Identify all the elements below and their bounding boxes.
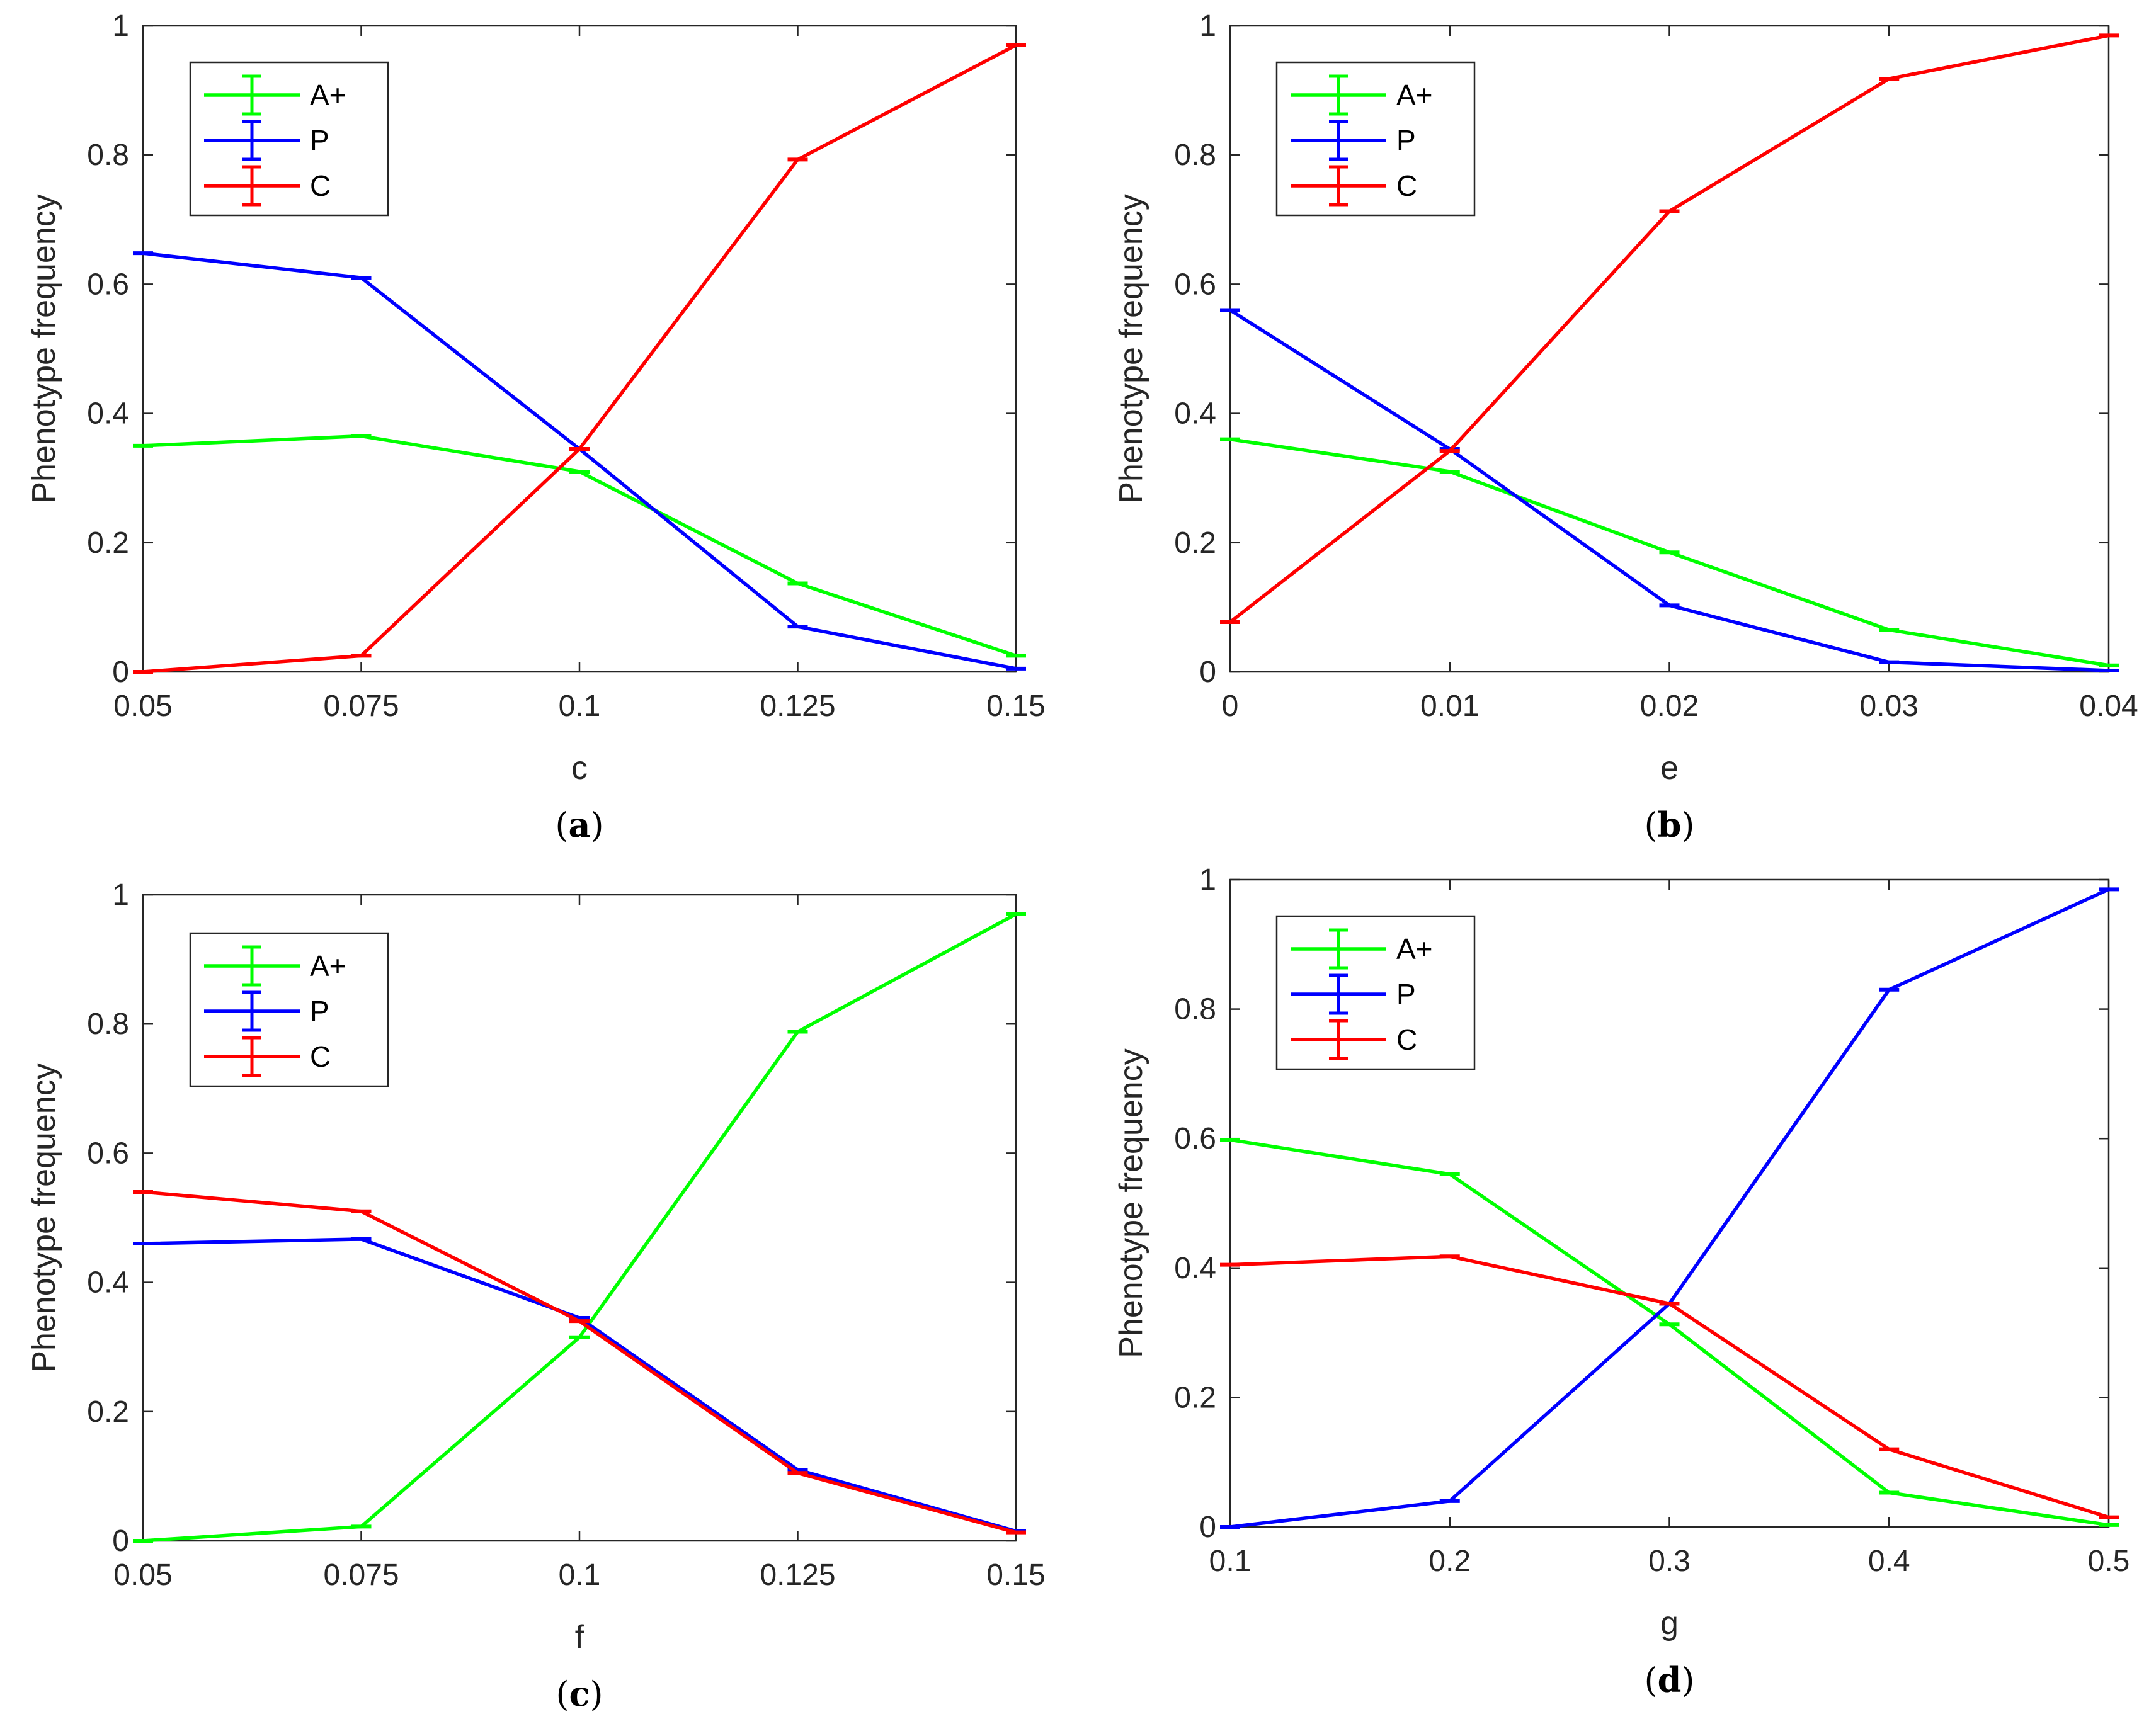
y-axis-label: Phenotype frequency — [1113, 194, 1149, 503]
series-line-p — [1229, 309, 2109, 672]
y-axis-label: Phenotype frequency — [26, 1063, 62, 1372]
y-axis-label: Phenotype frequency — [1113, 1048, 1149, 1358]
y-tick-label: 0.8 — [1174, 993, 1216, 1026]
legend-label: P — [1396, 124, 1416, 157]
x-tick-label: 0 — [1222, 689, 1239, 723]
y-tick-label: 0.8 — [87, 139, 129, 172]
legend-label: C — [1396, 169, 1417, 202]
y-tick-label: 0.4 — [87, 1266, 129, 1300]
y-tick-label: 0.6 — [1174, 1122, 1216, 1155]
x-tick-label: 0.05 — [113, 689, 172, 723]
y-tick-label: 0.8 — [87, 1007, 129, 1041]
y-tick-label: 0.2 — [87, 1395, 129, 1429]
y-tick-label: 0 — [112, 655, 129, 689]
y-tick-label: 1 — [1199, 9, 1216, 43]
x-tick-label: 0.1 — [559, 689, 601, 723]
y-tick-label: 0.8 — [1174, 139, 1216, 172]
legend: A+ PC — [189, 932, 389, 1087]
legend-label: C — [310, 1040, 331, 1073]
legend-label: C — [310, 169, 331, 202]
y-axis-label: Phenotype frequency — [26, 194, 62, 503]
y-tick-label: 0.6 — [87, 268, 129, 301]
x-axis-label: e — [1660, 750, 1679, 786]
series-line-p — [142, 1237, 1017, 1533]
legend: A+ PC — [189, 61, 389, 217]
x-tick-label: 0.4 — [1868, 1545, 1910, 1578]
series-line-c — [142, 1190, 1017, 1535]
legend-label: P — [310, 124, 329, 157]
legend-label: A+ — [1396, 933, 1433, 965]
y-tick-label: 0.4 — [87, 397, 129, 431]
legend-label: P — [1396, 978, 1416, 1011]
legend-label: P — [310, 995, 329, 1028]
x-tick-label: 0.125 — [760, 1558, 835, 1592]
y-tick-label: 1 — [1199, 863, 1216, 897]
panel-caption: (a) — [555, 805, 603, 845]
y-tick-label: 0.2 — [1174, 1381, 1216, 1414]
x-tick-label: 0.075 — [323, 1558, 399, 1592]
x-tick-label: 0.5 — [2088, 1545, 2130, 1578]
legend-label: A+ — [310, 950, 346, 982]
x-tick-label: 0.3 — [1648, 1545, 1691, 1578]
series-line-p — [142, 251, 1017, 671]
x-tick-label: 0.15 — [986, 1558, 1045, 1592]
x-axis-label: c — [571, 750, 588, 786]
y-tick-label: 0 — [1199, 655, 1216, 689]
chart-panel-b: 0 0.2 0.4 0.6 0.8 1 0 0.01 0.02 0.03 0.04 e Phenotyp… — [1113, 9, 2138, 845]
y-tick-label: 0.6 — [1174, 268, 1216, 301]
chart-panel-a: 0 0.2 0.4 0.6 0.8 1 0.05 0.075 0.1 0.125 0.15 c Phen… — [26, 9, 1046, 845]
y-tick-label: 0.6 — [87, 1137, 129, 1170]
chart-panel-c: 0 0.2 0.4 0.6 0.8 1 0.05 0.075 0.1 0.125 0.15 f Phen… — [26, 878, 1046, 1714]
y-tick-label: 0 — [1199, 1511, 1216, 1544]
y-tick-label: 0.4 — [1174, 1252, 1216, 1285]
x-axis-label: g — [1660, 1605, 1679, 1642]
series-line-aplus — [1229, 1138, 2109, 1527]
legend-label: A+ — [1396, 79, 1433, 111]
x-tick-label: 0.03 — [1860, 689, 1919, 723]
y-tick-label: 1 — [112, 878, 129, 912]
x-tick-label: 0.04 — [2079, 689, 2138, 723]
chart-panel-d: 0 0.2 0.4 0.6 0.8 1 0.1 0.2 0.3 0.4 0.5 g Phenotype … — [1113, 863, 2130, 1700]
legend: A+ PC — [1275, 61, 1476, 217]
y-tick-label: 0.2 — [1174, 526, 1216, 560]
legend-label: C — [1396, 1023, 1417, 1056]
x-tick-label: 0.1 — [559, 1558, 601, 1592]
y-tick-label: 0 — [112, 1524, 129, 1558]
x-tick-label: 0.2 — [1428, 1545, 1471, 1578]
x-tick-label: 0.02 — [1640, 689, 1699, 723]
y-tick-label: 0.2 — [87, 526, 129, 560]
panel-caption: (d) — [1645, 1660, 1695, 1700]
x-axis-label: f — [575, 1619, 584, 1655]
x-tick-label: 0.15 — [986, 689, 1045, 723]
x-tick-label: 0.1 — [1209, 1545, 1252, 1578]
series-line-c — [1229, 1254, 2109, 1519]
panel-caption: (c) — [556, 1674, 603, 1714]
legend-label: A+ — [310, 79, 346, 111]
y-tick-label: 1 — [112, 9, 129, 43]
series-line-aplus — [142, 434, 1017, 657]
x-tick-label: 0.01 — [1420, 689, 1479, 723]
x-tick-label: 0.075 — [323, 689, 399, 723]
y-tick-label: 0.4 — [1174, 397, 1216, 431]
legend: A+ PC — [1275, 915, 1476, 1070]
x-tick-label: 0.125 — [760, 689, 835, 723]
panel-caption: (b) — [1645, 805, 1695, 845]
x-tick-label: 0.05 — [113, 1558, 172, 1592]
